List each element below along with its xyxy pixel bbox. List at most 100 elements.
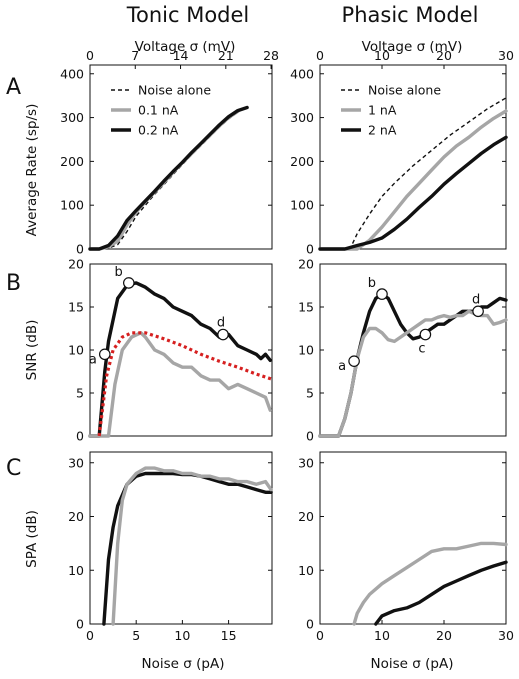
series-line-2 bbox=[374, 560, 508, 626]
panel-phasic-spa: 0 10 20 30 0 10 20 30 bbox=[298, 451, 514, 643]
y-tick-label: 15 bbox=[68, 300, 84, 315]
marker-circle-a bbox=[348, 355, 360, 367]
marker-label-b: b bbox=[115, 265, 123, 280]
y-tick-label: 0 bbox=[76, 429, 84, 444]
marker-circle-c bbox=[419, 328, 432, 341]
y-tick-label: 5 bbox=[76, 386, 84, 401]
y-tick-label: 400 bbox=[60, 66, 84, 81]
top-axis-label-tonic: Voltage σ (mV) bbox=[135, 39, 236, 55]
y-tick-label: 400 bbox=[290, 66, 314, 81]
x-tick-label: 10 bbox=[174, 628, 190, 643]
y-tick-label: 10 bbox=[298, 343, 314, 358]
column-title-phasic: Phasic Model bbox=[342, 3, 479, 27]
top-axis-label-phasic: Voltage σ (mV) bbox=[362, 39, 463, 55]
xlabel-noise-tonic: Noise σ (pA) bbox=[142, 656, 225, 672]
ylabel-snr: SNR (dB) bbox=[24, 320, 40, 381]
legend-label-0-1-na: 0.1 nA bbox=[138, 103, 179, 118]
plot-frame bbox=[319, 451, 507, 625]
y-tick-label: 200 bbox=[60, 154, 84, 169]
panel-tonic-snr: 0 5 10 15 20 a b d bbox=[68, 257, 273, 444]
series-line-3 bbox=[97, 331, 273, 437]
top-tick-label: 20 bbox=[436, 48, 452, 63]
marker-circle-b bbox=[376, 288, 388, 300]
series-line-2 bbox=[111, 466, 273, 626]
top-tick-label: 7 bbox=[131, 48, 139, 63]
y-tick-label: 20 bbox=[68, 509, 84, 524]
marker-circle-d bbox=[472, 305, 484, 318]
panel-tonic-spa: 0 10 20 30 0 5 10 15 bbox=[68, 451, 273, 643]
y-tick-label: 20 bbox=[298, 509, 314, 524]
y-tick-label: 0 bbox=[76, 242, 84, 257]
y-tick-label: 200 bbox=[290, 154, 314, 169]
x-tick-label: 20 bbox=[436, 628, 452, 643]
column-title-tonic: Tonic Model bbox=[126, 3, 250, 27]
series-line-1 bbox=[102, 471, 273, 626]
y-tick-label: 10 bbox=[68, 343, 84, 358]
y-tick-label: 10 bbox=[68, 563, 84, 578]
x-tick-label: 5 bbox=[132, 628, 140, 643]
y-tick-label: 5 bbox=[306, 386, 314, 401]
plot-frame bbox=[89, 451, 273, 625]
x-tick-label: 0 bbox=[316, 628, 324, 643]
series-line-0-2-na bbox=[88, 105, 249, 251]
top-tick-label: 14 bbox=[173, 48, 189, 63]
legend-label-2-na: 2 nA bbox=[368, 123, 397, 138]
ylabel-spa: SPA (dB) bbox=[24, 510, 40, 568]
y-tick-label: 20 bbox=[298, 257, 314, 272]
panel-phasic-snr: 0 5 10 15 20 a b c d bbox=[298, 257, 508, 444]
x-tick-label: 15 bbox=[221, 628, 237, 643]
legend-label-1-na: 1 nA bbox=[368, 103, 397, 118]
y-tick-label: 20 bbox=[68, 257, 84, 272]
y-tick-label: 10 bbox=[298, 563, 314, 578]
top-tick-label: 28 bbox=[263, 48, 279, 63]
series-line-1 bbox=[88, 281, 272, 438]
x-tick-label: 30 bbox=[498, 628, 514, 643]
row-letter-b: B bbox=[6, 271, 21, 296]
plot-frame bbox=[319, 64, 507, 250]
top-tick-label: 30 bbox=[498, 48, 514, 63]
marker-circle-b bbox=[123, 277, 135, 289]
series-line-noise-alone bbox=[320, 97, 507, 250]
row-letter-a: A bbox=[6, 75, 21, 100]
xlabel-noise-phasic: Noise σ (pA) bbox=[371, 656, 454, 672]
top-tick-label: 0 bbox=[316, 48, 324, 63]
y-tick-label: 0 bbox=[306, 617, 314, 632]
marker-circle-a bbox=[98, 348, 111, 361]
marker-label-a: a bbox=[89, 352, 97, 367]
marker-label-b: b bbox=[368, 276, 376, 291]
series-line-2 bbox=[318, 309, 508, 438]
top-tick-label: 21 bbox=[218, 48, 234, 63]
y-tick-label: 15 bbox=[298, 300, 314, 315]
series-line-1 bbox=[352, 541, 508, 626]
marker-label-d: d bbox=[472, 292, 480, 307]
legend-label-0-2-na: 0.2 nA bbox=[138, 123, 179, 138]
y-tick-label: 100 bbox=[290, 198, 314, 213]
marker-label-a: a bbox=[338, 359, 346, 374]
x-tick-label: 0 bbox=[86, 628, 94, 643]
ylabel-rate: Average Rate (sp/s) bbox=[24, 104, 40, 237]
series-line-2-na bbox=[318, 135, 508, 251]
series-line-2 bbox=[88, 331, 272, 438]
y-tick-label: 0 bbox=[306, 242, 314, 257]
top-tick-label: 10 bbox=[374, 48, 390, 63]
series-line-1-na bbox=[318, 109, 508, 251]
marker-label-c: c bbox=[418, 342, 425, 357]
marker-circle-d bbox=[217, 328, 229, 341]
y-tick-label: 100 bbox=[60, 198, 84, 213]
marker-label-d: d bbox=[217, 316, 225, 331]
legend-label-noise-alone: Noise alone bbox=[138, 83, 211, 98]
legend-label-noise-alone: Noise alone bbox=[368, 83, 441, 98]
y-tick-label: 30 bbox=[68, 455, 84, 470]
y-tick-label: 0 bbox=[306, 429, 314, 444]
row-letter-c: C bbox=[6, 456, 21, 481]
y-tick-label: 30 bbox=[298, 455, 314, 470]
y-tick-label: 300 bbox=[60, 110, 84, 125]
x-tick-label: 10 bbox=[374, 628, 390, 643]
top-tick-label: 0 bbox=[86, 48, 94, 63]
y-tick-label: 0 bbox=[76, 617, 84, 632]
y-tick-label: 300 bbox=[290, 110, 314, 125]
